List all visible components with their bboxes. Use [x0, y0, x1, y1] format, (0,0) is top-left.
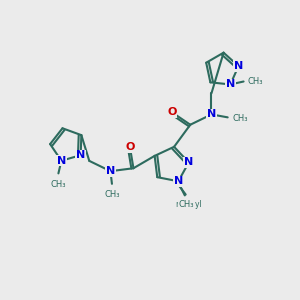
- Text: CH₃: CH₃: [104, 190, 120, 199]
- Text: N: N: [207, 110, 216, 119]
- Text: O: O: [125, 142, 135, 152]
- Text: methyl: methyl: [175, 200, 202, 209]
- Text: CH₃: CH₃: [178, 201, 194, 210]
- Text: N: N: [174, 176, 183, 186]
- Text: N: N: [234, 61, 243, 71]
- Text: CH₃: CH₃: [248, 77, 263, 86]
- Text: N: N: [184, 158, 194, 167]
- Text: N: N: [57, 156, 66, 166]
- Text: CH₃: CH₃: [51, 180, 66, 189]
- Text: N: N: [106, 166, 115, 176]
- Text: N: N: [226, 80, 235, 89]
- Text: N: N: [76, 150, 85, 160]
- Text: CH₃: CH₃: [179, 200, 194, 208]
- Text: O: O: [167, 107, 177, 117]
- Text: CH₃: CH₃: [232, 114, 248, 123]
